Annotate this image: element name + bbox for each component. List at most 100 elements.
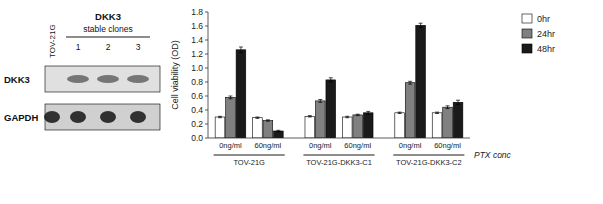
x-tick-label: 0ng/ml bbox=[219, 141, 242, 150]
y-axis-label: Cell viability (OD) bbox=[170, 40, 180, 110]
x-tick-label: 0ng/ml bbox=[309, 141, 332, 150]
bar bbox=[274, 131, 284, 138]
x-tick-label: 0ng/ml bbox=[399, 141, 422, 150]
error-bar bbox=[318, 100, 322, 103]
y-tick-label: 1.4 bbox=[191, 35, 203, 45]
x-tick-label: 60ng/ml bbox=[344, 141, 371, 150]
legend-swatch bbox=[522, 14, 532, 23]
error-bar bbox=[435, 112, 439, 113]
y-tick-label: 0.6 bbox=[191, 91, 203, 101]
y-tick bbox=[205, 82, 208, 83]
y-tick-label: 1.0 bbox=[191, 63, 203, 73]
y-tick-label: 0.2 bbox=[191, 119, 203, 129]
error-bar bbox=[419, 23, 423, 27]
error-bar bbox=[345, 116, 349, 117]
blot: DKK3 stable clones TOV-21G 1 2 3 DKK3 GAPDH bbox=[4, 11, 160, 130]
error-bar bbox=[366, 111, 370, 114]
x-tick-label: 60ng/ml bbox=[434, 141, 461, 150]
bar bbox=[395, 113, 405, 138]
x-axis bbox=[208, 138, 470, 139]
group-underline bbox=[303, 155, 374, 156]
error-bar bbox=[456, 100, 460, 104]
legend-swatch bbox=[522, 29, 532, 38]
y-tick bbox=[205, 138, 208, 139]
y-tick bbox=[205, 96, 208, 97]
legend-swatch bbox=[522, 44, 532, 53]
y-tick-label: 0.8 bbox=[191, 77, 203, 87]
bar bbox=[226, 97, 236, 138]
error-bar bbox=[218, 116, 222, 117]
y-axis bbox=[208, 12, 209, 138]
error-bar bbox=[329, 78, 333, 82]
group-underline bbox=[214, 155, 285, 156]
y-tick-label: 0.4 bbox=[191, 105, 203, 115]
band bbox=[97, 75, 119, 83]
band bbox=[70, 111, 86, 123]
y-tick-label: 1.6 bbox=[191, 21, 203, 31]
lane-label: 2 bbox=[106, 42, 111, 52]
group-underline bbox=[393, 155, 464, 156]
bar bbox=[236, 50, 246, 138]
bar bbox=[263, 121, 273, 139]
error-bar bbox=[398, 112, 402, 113]
bar bbox=[432, 113, 442, 138]
bar-chart: 0.0 0.2 0.4 0.6 0.8 1.0 1.2 1.4 1.6 1.8 Cell viabi… bbox=[170, 7, 555, 167]
error-bar bbox=[266, 120, 270, 121]
bar bbox=[305, 116, 315, 138]
y-tick bbox=[205, 110, 208, 111]
blot-strip bbox=[45, 66, 160, 92]
band bbox=[67, 75, 89, 83]
band bbox=[100, 111, 116, 123]
band bbox=[130, 111, 146, 123]
bar bbox=[405, 83, 415, 138]
bar bbox=[443, 107, 453, 138]
lane-label: TOV-21G bbox=[48, 24, 57, 58]
blot-strip bbox=[45, 104, 160, 130]
band bbox=[44, 111, 60, 123]
y-tick-label: 0.0 bbox=[191, 133, 203, 143]
x-tick-label: 60ng/ml bbox=[255, 141, 282, 150]
legend-label: 0hr bbox=[537, 14, 550, 24]
legend: 0hr 24hr 48hr bbox=[522, 14, 555, 54]
error-bar bbox=[228, 96, 232, 99]
bars bbox=[215, 23, 463, 138]
lane-label: 3 bbox=[136, 42, 141, 52]
row-label: GAPDH bbox=[4, 112, 38, 123]
error-bar bbox=[446, 106, 450, 109]
error-bar bbox=[356, 114, 360, 115]
bar bbox=[416, 25, 426, 138]
y-tick-label: 1.8 bbox=[191, 7, 203, 17]
group-label: TOV-21G-DKK3-C1 bbox=[306, 158, 372, 167]
y-tick bbox=[205, 124, 208, 125]
group-label: TOV-21G-DKK3-C2 bbox=[396, 158, 462, 167]
blot-title: DKK3 bbox=[95, 11, 121, 22]
y-tick bbox=[205, 54, 208, 55]
y-tick bbox=[205, 68, 208, 69]
bar bbox=[363, 113, 373, 138]
bar bbox=[353, 115, 363, 138]
clone-underline bbox=[66, 37, 150, 38]
figure: 0.0 0.2 0.4 0.6 0.8 1.0 1.2 1.4 1.6 1.8 Cell viabi… bbox=[0, 0, 603, 204]
row-label: DKK3 bbox=[4, 74, 30, 85]
y-tick bbox=[205, 40, 208, 41]
error-bar bbox=[239, 47, 243, 53]
band bbox=[127, 75, 149, 83]
error-bar bbox=[255, 117, 259, 118]
y-tick bbox=[205, 26, 208, 27]
lane-label: 1 bbox=[76, 42, 81, 52]
error-bar bbox=[408, 81, 412, 84]
legend-label: 24hr bbox=[537, 29, 555, 39]
legend-label: 48hr bbox=[537, 44, 555, 54]
blot-subtitle: stable clones bbox=[83, 24, 133, 34]
error-bar bbox=[308, 116, 312, 117]
bar bbox=[453, 102, 463, 138]
bar bbox=[342, 117, 352, 138]
x-axis-label: PTX conc bbox=[474, 150, 512, 160]
bar bbox=[326, 80, 336, 138]
error-bar bbox=[276, 130, 280, 131]
y-tick-label: 1.2 bbox=[191, 49, 203, 59]
bar bbox=[215, 117, 225, 138]
group-label: TOV-21G bbox=[233, 158, 265, 167]
y-tick bbox=[205, 12, 208, 13]
bar bbox=[253, 118, 263, 138]
